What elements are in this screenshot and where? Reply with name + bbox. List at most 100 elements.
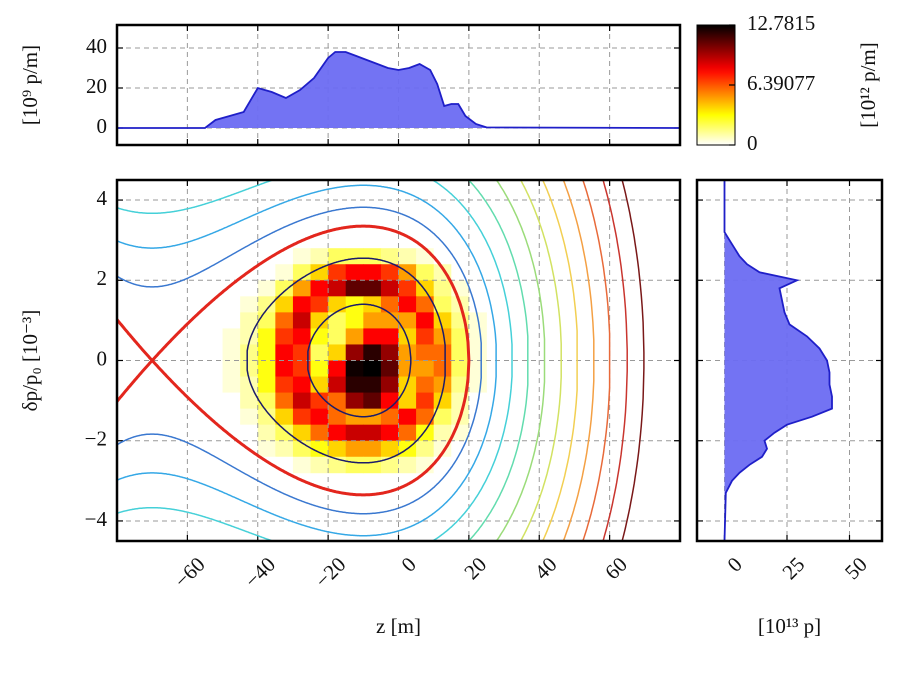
x-tick-label: 25 [777, 552, 809, 584]
heatmap-cell [468, 248, 487, 265]
heatmap-cell [451, 456, 470, 474]
heatmap-cell [398, 360, 417, 377]
heatmap-cell [363, 248, 382, 265]
heatmap-cell [416, 344, 435, 361]
heatmap-cell [257, 376, 276, 393]
heatmap-cell [240, 360, 259, 377]
y-tick-label: −2 [85, 427, 107, 451]
heatmap-cell [468, 456, 487, 474]
heatmap-cell [292, 296, 311, 313]
heatmap-cell [292, 456, 311, 474]
heatmap-cell [380, 296, 399, 313]
heatmap-cell [292, 248, 311, 265]
y-tick-label: 2 [97, 266, 108, 290]
heatmap-cell [222, 328, 241, 345]
y-tick-label: 0 [97, 114, 108, 138]
heatmap-cell [328, 296, 347, 313]
heatmap-cell [328, 424, 347, 442]
heatmap-cell [468, 408, 487, 426]
heatmap-cell [275, 424, 294, 442]
heatmap-cell [363, 456, 382, 474]
heatmap-cell [380, 248, 399, 265]
heatmap-cell [380, 312, 399, 329]
heatmap-cell [398, 456, 417, 474]
heatmap-cell [240, 376, 259, 393]
heatmap-cell [240, 408, 259, 426]
heatmap-cell [222, 264, 241, 281]
colorbar-tick-label: 6.39077 [747, 71, 815, 95]
contour-line [246, 257, 446, 464]
heatmap-cell [468, 424, 487, 442]
heatmap-cell [310, 344, 329, 361]
heatmap-cell [345, 440, 364, 458]
heatmap-cell [292, 344, 311, 361]
heatmap-cell [275, 360, 294, 377]
x-tick-label: −20 [310, 552, 350, 592]
heatmap-cell [292, 424, 311, 442]
colorbar-tick-label: 0 [747, 131, 758, 155]
heatmap-cell [310, 296, 329, 313]
heatmap-cell [275, 280, 294, 297]
heatmap-cell [451, 328, 470, 345]
heatmap-cell [345, 312, 364, 329]
y-tick-label: 0 [97, 346, 108, 370]
heatmap-cell [380, 360, 399, 377]
heatmap-cell [222, 360, 241, 377]
heatmap-cell [398, 408, 417, 426]
contour-line [519, 180, 562, 541]
heatmap-cell [345, 264, 364, 281]
heatmap-cell [416, 264, 435, 281]
heatmap-cell [345, 376, 364, 393]
heatmap-cell [240, 392, 259, 410]
heatmap-cell [257, 392, 276, 410]
heatmap-cell [416, 312, 435, 329]
area-fill [724, 180, 832, 541]
heatmap-cell [310, 280, 329, 297]
heatmap-cell [345, 408, 364, 426]
x-tick-label: 50 [840, 552, 872, 584]
heatmap-cell [451, 376, 470, 393]
heatmap-cell [363, 424, 382, 442]
contour-line [117, 184, 497, 537]
heatmap-cell [257, 424, 276, 442]
heatmap-cell [345, 280, 364, 297]
heatmap-cell [345, 328, 364, 345]
heatmap-cell [363, 376, 382, 393]
heatmap-cell [257, 408, 276, 426]
heatmap-cell [222, 408, 241, 426]
heatmap-cell [468, 296, 487, 313]
heatmap-cell [468, 344, 487, 361]
heatmap-cell [363, 264, 382, 281]
contour-line [135, 180, 529, 541]
heatmap-cell [398, 392, 417, 410]
x-tick-label: −40 [240, 552, 280, 592]
heatmap-cell [222, 280, 241, 297]
heatmap-cell [380, 376, 399, 393]
heatmap-cell [328, 328, 347, 345]
y-axis-label: δp/p₀ [10⁻³] [18, 310, 42, 412]
heatmap-cell [416, 376, 435, 393]
heatmap-cell [363, 408, 382, 426]
heatmap-cell [468, 376, 487, 393]
heatmap-cell [257, 248, 276, 265]
heatmap-cell [328, 312, 347, 329]
heatmap-cell [328, 360, 347, 377]
heatmap-cell [257, 312, 276, 329]
x-axis-label: [10¹³ p] [758, 614, 821, 638]
heatmap-cell [275, 376, 294, 393]
heatmap-cell [257, 456, 276, 474]
area-line [117, 51, 681, 129]
contour-line [117, 224, 471, 497]
heatmap-cell [257, 344, 276, 361]
x-tick-label: 0 [722, 552, 746, 576]
heatmap-cell [275, 344, 294, 361]
x-axis-label: z [m] [376, 614, 421, 638]
heatmap-cell [257, 328, 276, 345]
heatmap-cell [310, 424, 329, 442]
contour-line [541, 180, 578, 541]
heatmap-cell [380, 264, 399, 281]
heatmap-cell [257, 360, 276, 377]
heatmap-cell [292, 280, 311, 297]
heatmap-cell [398, 248, 417, 265]
